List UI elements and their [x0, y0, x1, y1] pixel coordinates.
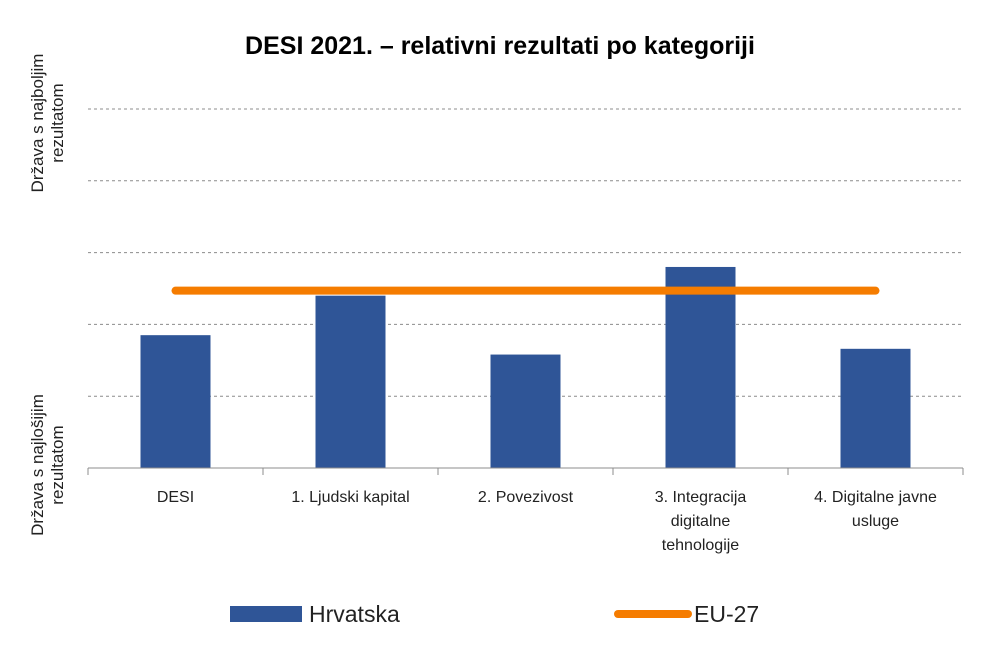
category-label: digitalne — [671, 513, 731, 530]
bar — [140, 335, 211, 468]
category-label: 2. Povezivost — [478, 489, 574, 506]
category-labels: DESI 1. Ljudski kapital 2. Povezivost 3. In… — [157, 489, 937, 554]
legend: Hrvatska EU-27 — [230, 601, 759, 627]
bar — [315, 295, 386, 468]
legend-swatch-hrvatska — [230, 606, 302, 622]
category-label: tehnologije — [662, 537, 740, 554]
bar — [840, 348, 911, 468]
legend-label-hrvatska: Hrvatska — [309, 601, 400, 627]
bar — [490, 354, 561, 468]
category-label: 3. Integracija — [655, 489, 747, 506]
y-axis-label-top-line2: rezultatom — [48, 83, 67, 162]
category-label: 1. Ljudski kapital — [291, 489, 409, 506]
category-label: usluge — [852, 513, 899, 530]
y-axis-label-top-line1: Država s najboljim — [28, 54, 47, 193]
y-axis-label-top: Država s najboljim rezultatom — [28, 54, 67, 193]
y-axis-label-bottom-line2: rezultatom — [48, 425, 67, 504]
bar — [665, 266, 736, 468]
category-label: DESI — [157, 489, 194, 506]
x-axis — [87, 467, 964, 475]
category-label: 4. Digitalne javne — [814, 489, 937, 506]
legend-label-eu27: EU-27 — [694, 601, 759, 627]
gridlines — [88, 108, 963, 397]
y-axis-label-bottom-line1: Država s najlošijim — [28, 394, 47, 536]
bars — [140, 266, 911, 468]
y-axis-label-bottom: Država s najlošijim rezultatom — [28, 394, 67, 536]
chart-title: DESI 2021. – relativni rezultati po kate… — [245, 32, 755, 60]
